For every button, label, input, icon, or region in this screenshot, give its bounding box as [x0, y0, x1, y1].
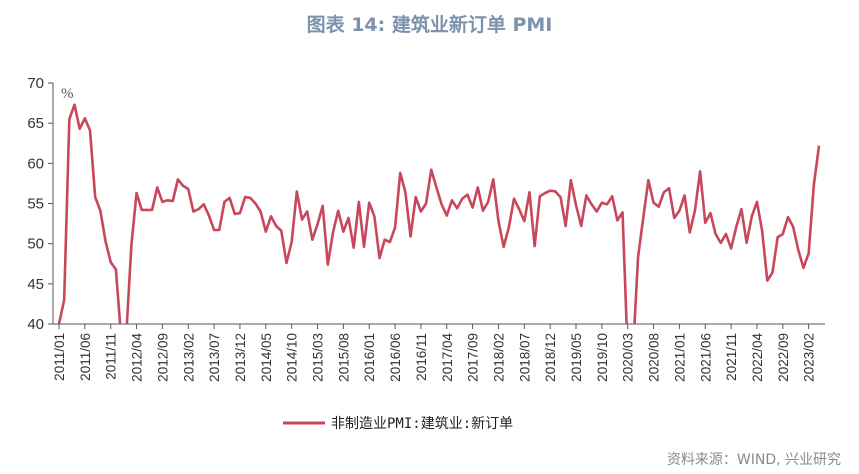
y-tick-label: 50 [27, 236, 44, 253]
y-tick-label: 70 [27, 75, 44, 92]
x-tick-label: 2018/07 [517, 333, 532, 382]
x-tick-label: 2016/01 [362, 333, 377, 382]
y-tick-label: 45 [27, 276, 44, 293]
chart-axes [52, 83, 825, 325]
source-note: 资料来源：WIND, 兴业研究 [666, 452, 841, 468]
x-tick-label: 2013/07 [207, 333, 222, 382]
y-tick-label: 65 [27, 115, 44, 132]
x-tick-label: 2017/04 [440, 333, 455, 382]
x-tick-label: 2016/11 [414, 333, 429, 381]
chart-title: 图表 14: 建筑业新订单 PMI [306, 14, 553, 36]
legend-label: 非制造业PMI:建筑业:新订单 [331, 416, 513, 432]
y-tick-label: 60 [27, 155, 44, 172]
y-tick-label: 55 [27, 196, 44, 213]
x-tick-label: 2014/10 [285, 333, 300, 382]
x-tick-label: 2012/04 [130, 333, 145, 382]
x-tick-label: 2011/01 [52, 333, 67, 381]
x-axis-ticks: 2011/01 2011/06 2011/11 2012/04 2012/09 2013/… [52, 324, 817, 382]
y-axis-ticks: 40 45 50 55 60 65 70 [27, 75, 53, 333]
x-tick-label: 2015/03 [311, 333, 326, 382]
x-tick-label: 2019/05 [569, 333, 584, 382]
x-tick-label: 2012/09 [155, 333, 170, 382]
x-tick-label: 2015/08 [336, 333, 351, 382]
x-tick-label: 2023/02 [802, 333, 817, 382]
y-unit-label: % [61, 86, 74, 102]
x-tick-label: 2018/12 [543, 333, 558, 382]
x-tick-label: 2016/06 [388, 333, 403, 382]
x-tick-label: 2020/03 [621, 333, 636, 382]
x-tick-label: 2020/08 [647, 333, 662, 382]
plot-area [57, 103, 821, 324]
legend: 非制造业PMI:建筑业:新订单 [283, 416, 513, 432]
x-tick-label: 2017/09 [466, 333, 481, 382]
series-line [57, 103, 821, 324]
x-tick-label: 2021/06 [698, 333, 713, 382]
x-tick-label: 2019/10 [595, 333, 610, 382]
x-tick-label: 2022/04 [750, 333, 765, 382]
x-tick-label: 2021/01 [672, 333, 687, 382]
x-tick-label: 2013/02 [181, 333, 196, 382]
x-tick-label: 2022/09 [776, 333, 791, 382]
x-tick-label: 2021/11 [724, 333, 739, 381]
x-tick-label: 2014/05 [259, 333, 274, 382]
x-tick-label: 2013/12 [233, 333, 248, 382]
y-tick-label: 40 [27, 316, 44, 333]
x-tick-label: 2011/11 [104, 333, 119, 380]
x-tick-label: 2011/06 [78, 333, 93, 381]
x-tick-label: 2018/02 [491, 333, 506, 382]
